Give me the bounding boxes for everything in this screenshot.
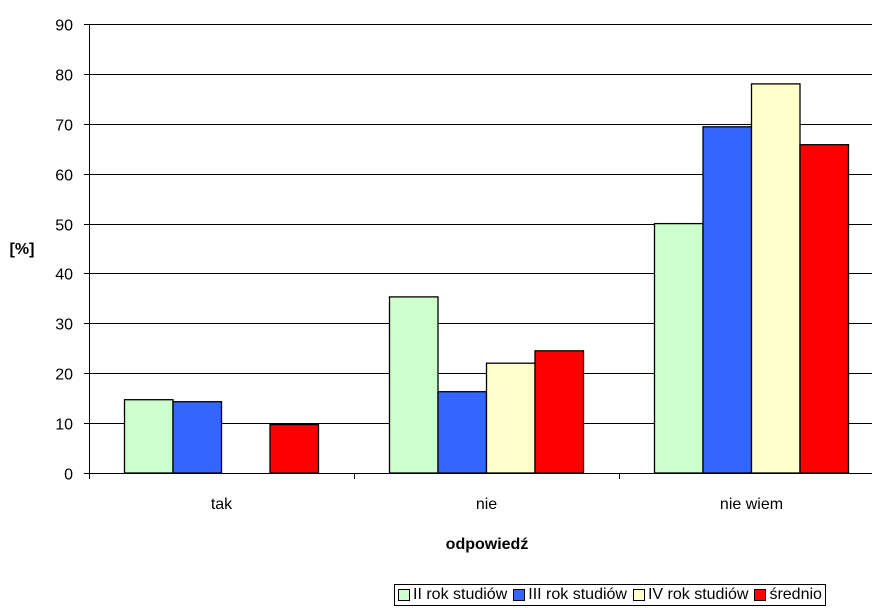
x-tick-labels: tak nie nie wiem (211, 496, 783, 513)
y-tick-label: 90 (55, 18, 73, 35)
y-tick-label: 20 (55, 367, 73, 384)
axes (84, 24, 872, 479)
legend-item: III rok studiów (513, 586, 627, 604)
y-tick-label: 30 (55, 317, 73, 334)
bar (269, 423, 320, 474)
bar (653, 222, 704, 474)
legend-swatch (754, 589, 767, 601)
bar (388, 296, 439, 474)
legend-item: średnio (754, 586, 822, 604)
x-tick-label: nie wiem (720, 496, 783, 513)
bar (123, 399, 174, 474)
y-tick-label: 80 (55, 68, 73, 85)
y-axis-title: [%] (10, 241, 35, 258)
legend-swatch (513, 589, 526, 601)
y-tick-label: 70 (55, 118, 73, 135)
legend-label: II rok studiów (413, 586, 508, 603)
chart: 0 10 20 30 40 50 60 70 80 90 tak nie nie wiem [%] o… (10, 18, 872, 553)
bar (799, 144, 850, 474)
legend-label: III rok studiów (528, 586, 627, 603)
x-tick-label: tak (211, 496, 233, 513)
y-tick-label: 40 (55, 267, 73, 284)
x-axis-title: odpowiedź (446, 536, 529, 553)
legend: II rok studiów III rok studiów IV rok stud… (394, 584, 826, 606)
legend-item: IV rok studiów (632, 586, 749, 604)
y-tick-label: 50 (55, 218, 73, 235)
legend-item: II rok studiów (398, 586, 507, 604)
legend-swatch (632, 589, 645, 601)
y-tick-label: 60 (55, 168, 73, 185)
bars (123, 83, 850, 474)
y-tick-label: 0 (64, 467, 73, 484)
bar (750, 83, 801, 474)
legend-label: IV rok studiów (647, 586, 749, 603)
bar (437, 391, 488, 474)
legend-swatch (398, 589, 410, 601)
legend-label: średnio (769, 586, 822, 603)
bar (702, 126, 753, 474)
bar (172, 401, 223, 474)
x-tick-label: nie (476, 496, 497, 513)
gridlines (89, 24, 872, 424)
y-tick-labels: 0 10 20 30 40 50 60 70 80 90 (55, 18, 73, 484)
bar (534, 350, 585, 474)
bar (485, 362, 536, 474)
y-tick-label: 10 (55, 417, 73, 434)
